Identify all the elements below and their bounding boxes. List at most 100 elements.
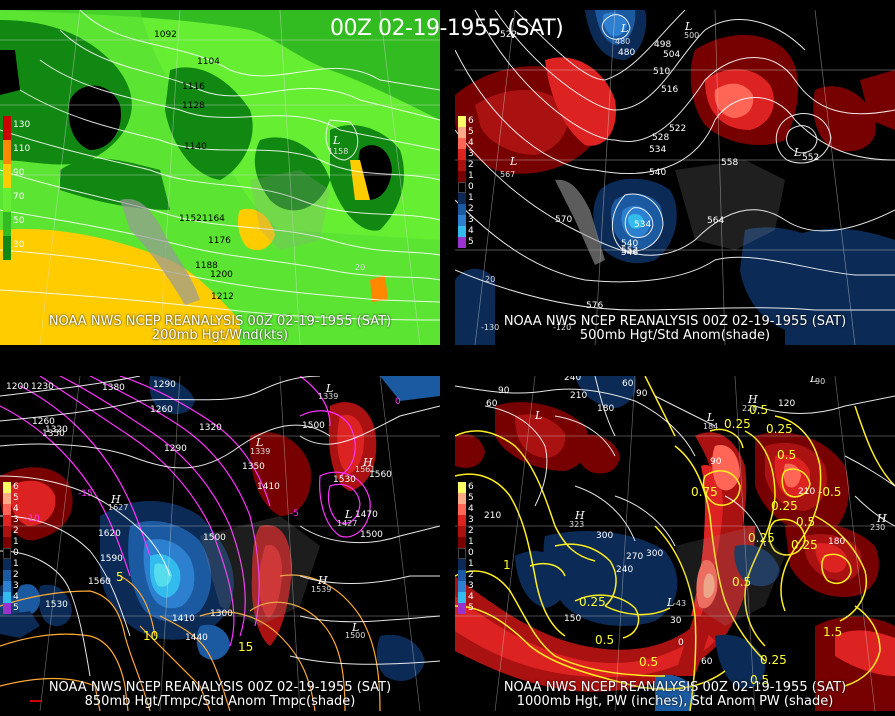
colorbar-label: 2 <box>468 204 474 214</box>
svg-text:1320: 1320 <box>45 425 68 435</box>
svg-text:0.75: 0.75 <box>691 485 718 499</box>
colorbar-swatch <box>458 138 466 149</box>
svg-text:1440: 1440 <box>185 633 208 643</box>
svg-text:1158: 1158 <box>328 147 348 156</box>
colorbar-swatch <box>3 548 11 559</box>
svg-text:H: H <box>747 393 758 406</box>
svg-text:0.25: 0.25 <box>791 538 818 552</box>
svg-text:1500: 1500 <box>360 530 383 540</box>
svg-text:552: 552 <box>621 246 638 256</box>
svg-text:1200: 1200 <box>6 382 29 392</box>
colorbar-label: 110 <box>13 144 31 154</box>
colorbar-label: 3 <box>13 581 19 591</box>
svg-text:0.5: 0.5 <box>749 403 768 417</box>
colorbar-swatch <box>458 193 466 204</box>
svg-text:210: 210 <box>798 487 815 497</box>
colorbar-swatch <box>458 116 466 127</box>
svg-text:480: 480 <box>618 48 635 58</box>
svg-text:220: 220 <box>742 404 757 413</box>
colorbar-swatch <box>3 592 11 603</box>
colorbar-label: 70 <box>13 192 25 202</box>
colorbar-label: 5 <box>468 603 474 613</box>
svg-text:1500: 1500 <box>203 533 226 543</box>
svg-text:300: 300 <box>646 549 663 559</box>
colorbar-swatch <box>3 526 11 537</box>
colorbar-label: 5 <box>468 493 474 503</box>
svg-text:240: 240 <box>616 565 633 575</box>
svg-text:90: 90 <box>815 377 825 386</box>
svg-text:120: 120 <box>778 399 795 409</box>
colorbar-label: 2 <box>13 570 19 580</box>
colorbar-label: 4 <box>13 504 19 514</box>
panel-1000mb: 90 60 240 210 180 60 90 120 0.25 0.5 0.2… <box>455 376 895 711</box>
svg-text:0.25: 0.25 <box>766 422 793 436</box>
colorbar-swatch <box>458 504 466 515</box>
svg-text:1260: 1260 <box>150 405 173 415</box>
svg-text:60: 60 <box>622 379 634 389</box>
colorbar-swatch <box>458 127 466 138</box>
colorbar-swatch <box>3 236 11 260</box>
svg-text:0.5: 0.5 <box>750 673 769 687</box>
svg-text:1627: 1627 <box>108 503 128 512</box>
svg-text:H: H <box>876 512 887 525</box>
svg-text:L: L <box>666 596 674 609</box>
svg-text:546: 546 <box>621 248 638 258</box>
map-1000mb: 90 60 240 210 180 60 90 120 0.25 0.5 0.2… <box>455 376 895 711</box>
svg-text:1.5: 1.5 <box>823 625 842 639</box>
svg-text:1410: 1410 <box>172 614 195 624</box>
svg-text:0: 0 <box>678 638 684 648</box>
svg-text:540: 540 <box>649 168 666 178</box>
colorbar-swatch <box>458 237 466 248</box>
svg-text:184: 184 <box>703 422 718 431</box>
svg-text:522: 522 <box>500 30 517 40</box>
colorbar-swatch <box>3 570 11 581</box>
svg-text:1320: 1320 <box>199 423 222 433</box>
panel-850mb: 1200 1230 1380 1290 1260 1260 1350 1320 … <box>0 376 440 711</box>
svg-text:1530: 1530 <box>45 600 68 610</box>
svg-text:30: 30 <box>670 616 682 626</box>
svg-text:L: L <box>332 134 340 147</box>
caption-field-200mb: 200mb Hgt/Wnd(kts) <box>151 328 289 343</box>
colorbar-swatch <box>3 140 11 164</box>
svg-text:-5: -5 <box>290 509 299 519</box>
colorbar-swatch <box>458 515 466 526</box>
svg-text:L: L <box>793 146 801 159</box>
svg-text:0.5: 0.5 <box>777 448 796 462</box>
svg-text:180: 180 <box>597 404 614 414</box>
map-200mb: 1092 1104 1116 1128 1140 1152 1164 1176 … <box>0 10 440 345</box>
caption-field-1000mb: 1000mb Hgt, PW (inches), Std Anom PW (sh… <box>516 694 834 709</box>
svg-text:H: H <box>110 493 121 506</box>
svg-text:5: 5 <box>116 570 124 584</box>
svg-text:20: 20 <box>355 263 365 272</box>
svg-text:510: 510 <box>653 67 670 77</box>
svg-text:0.5: 0.5 <box>639 655 658 669</box>
svg-text:1561: 1561 <box>355 465 375 474</box>
colorbar-label: 130 <box>13 120 31 130</box>
svg-text:1427: 1427 <box>337 519 357 528</box>
colorbar-label: 50 <box>13 216 25 226</box>
svg-text:504: 504 <box>663 50 680 60</box>
colorbar-swatch <box>3 482 11 493</box>
svg-text:60: 60 <box>701 657 713 667</box>
colorbar-swatch <box>458 570 466 581</box>
svg-text:558: 558 <box>721 158 738 168</box>
svg-text:0.5: 0.5 <box>796 515 815 529</box>
map-500mb: 522 480 498 504 510 516 522 528 534 540 … <box>455 10 895 345</box>
svg-text:576: 576 <box>586 301 603 311</box>
svg-text:240: 240 <box>564 376 581 383</box>
svg-text:60: 60 <box>486 399 498 409</box>
caption-source-1000mb: NOAA NWS NCEP REANALYSIS 00Z 02-19-1955 … <box>503 680 847 695</box>
colorbar-label: 2 <box>13 526 19 536</box>
svg-text:1290: 1290 <box>164 444 187 454</box>
svg-text:1188: 1188 <box>195 261 218 271</box>
svg-text:1: 1 <box>503 558 511 572</box>
svg-text:L: L <box>351 621 359 634</box>
colorbar-label: 5 <box>468 127 474 137</box>
colorbar-label: 6 <box>468 482 474 492</box>
svg-text:230: 230 <box>870 523 885 532</box>
colorbar-swatch <box>3 603 11 614</box>
svg-text:1500: 1500 <box>345 631 365 640</box>
red-marker <box>30 700 42 702</box>
svg-text:10: 10 <box>143 629 158 643</box>
panel-500mb: 522 480 498 504 510 516 522 528 534 540 … <box>455 10 895 345</box>
